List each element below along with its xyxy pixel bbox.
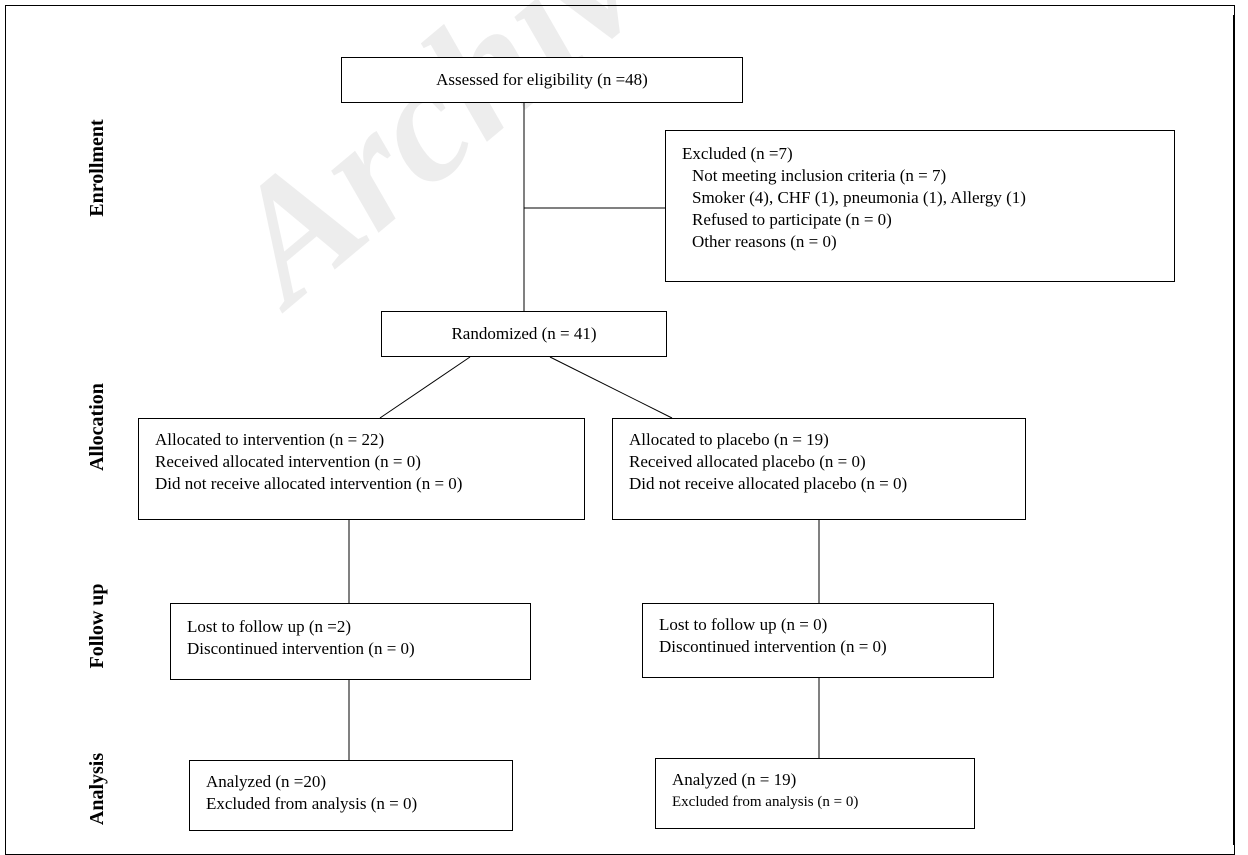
randomized-text: Randomized (n = 41) <box>451 324 597 343</box>
analysis-intervention-box: Analyzed (n =20) Excluded from analysis … <box>189 760 513 831</box>
analysis-placebo-line-1: Analyzed (n = 19) <box>672 770 797 789</box>
followup-intervention-line-2: Discontinued intervention (n = 0) <box>187 639 415 658</box>
randomized-box: Randomized (n = 41) <box>381 311 667 357</box>
randomized-to-placebo-line <box>549 356 673 419</box>
followup-intervention-box: Lost to follow up (n =2) Discontinued in… <box>170 603 531 680</box>
analysis-intervention-line-2: Excluded from analysis (n = 0) <box>206 794 418 813</box>
excluded-reason-refused: Refused to participate (n = 0) <box>692 210 892 229</box>
followup-placebo-box: Lost to follow up (n = 0) Discontinued i… <box>642 603 994 678</box>
allocated-intervention-line-1: Allocated to intervention (n = 22) <box>155 430 385 449</box>
right-border-rule <box>1233 15 1234 845</box>
excluded-reason-details: Smoker (4), CHF (1), pneumonia (1), Alle… <box>692 188 1026 207</box>
analysis-placebo-line-2: Excluded from analysis (n = 0) <box>672 794 859 810</box>
excluded-reason-other: Other reasons (n = 0) <box>692 232 837 251</box>
allocated-intervention-box: Allocated to intervention (n = 22) Recei… <box>138 418 585 520</box>
analysis-intervention-line-1: Analyzed (n =20) <box>206 772 327 791</box>
allocated-placebo-line-3: Did not receive allocated placebo (n = 0… <box>629 474 908 493</box>
assessed-box: Assessed for eligibility (n =48) <box>341 57 743 103</box>
allocated-intervention-line-2: Received allocated intervention (n = 0) <box>155 452 421 471</box>
analysis-placebo-box: Analyzed (n = 19) Excluded from analysis… <box>655 758 975 829</box>
allocated-placebo-line-1: Allocated to placebo (n = 19) <box>629 430 829 449</box>
randomized-to-intervention-line <box>379 356 471 419</box>
assessed-text: Assessed for eligibility (n =48) <box>436 70 648 89</box>
excluded-box: Excluded (n =7) Not meeting inclusion cr… <box>665 130 1175 282</box>
excluded-reason-inclusion: Not meeting inclusion criteria (n = 7) <box>692 166 947 185</box>
allocated-placebo-line-2: Received allocated placebo (n = 0) <box>629 452 866 471</box>
stage-label-follow-up: Follow up <box>86 583 108 669</box>
followup-intervention-line-1: Lost to follow up (n =2) <box>187 617 351 636</box>
followup-placebo-line-1: Lost to follow up (n = 0) <box>659 615 828 634</box>
stage-label-analysis: Analysis <box>86 752 108 826</box>
followup-placebo-line-2: Discontinued intervention (n = 0) <box>659 637 887 656</box>
allocated-placebo-box: Allocated to placebo (n = 19) Received a… <box>612 418 1026 520</box>
stage-label-enrollment: Enrollment <box>86 119 108 217</box>
excluded-title: Excluded (n =7) <box>682 144 793 163</box>
stage-label-allocation: Allocation <box>86 383 108 471</box>
allocated-intervention-line-3: Did not receive allocated intervention (… <box>155 474 463 493</box>
